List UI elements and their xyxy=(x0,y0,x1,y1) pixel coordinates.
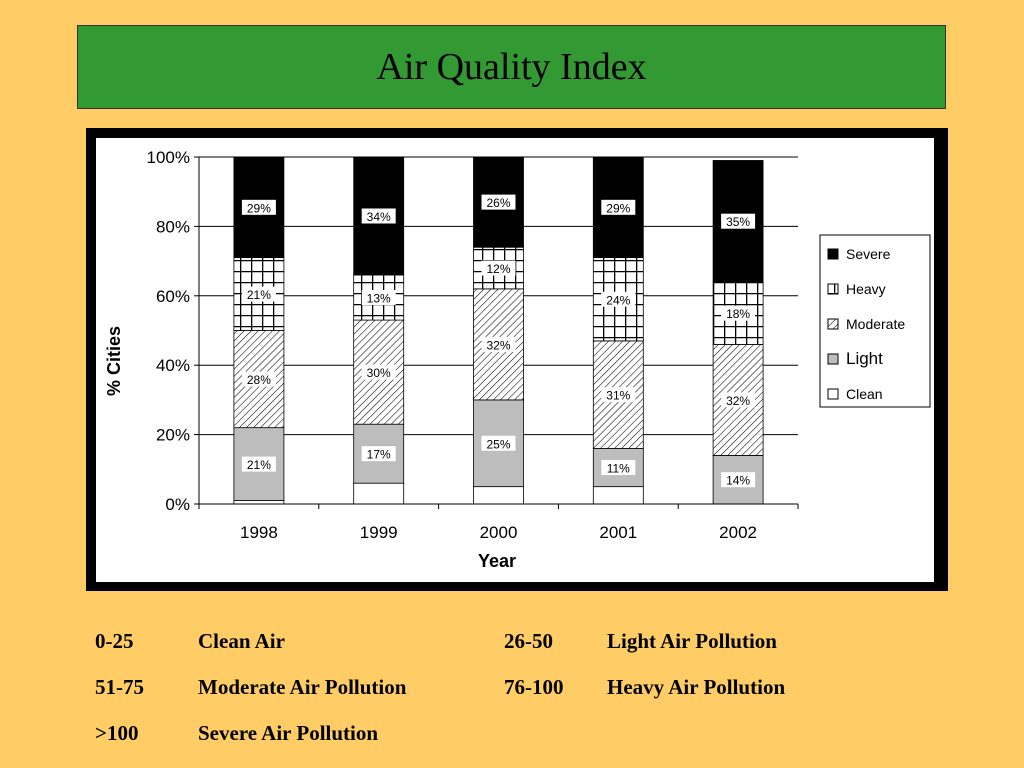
aqi-description: Clean Air xyxy=(198,628,285,653)
data-label-box xyxy=(721,213,756,229)
aqi-description: Severe Air Pollution xyxy=(198,720,379,745)
data-label: 13% xyxy=(367,292,391,306)
legend-label: Heavy xyxy=(846,281,886,297)
y-tick-label: 100% xyxy=(147,148,190,167)
chart-frame: 21% 28% 21% 29% 17% 30% 13% 34% 25% 32% 12% 26% 11% 3… xyxy=(86,128,948,591)
data-label: 24% xyxy=(606,293,630,307)
data-label-box xyxy=(721,305,756,321)
x-tick-label: 2000 xyxy=(480,523,518,542)
y-tick-label: 60% xyxy=(156,287,190,306)
x-tick-label: 1999 xyxy=(360,523,398,542)
y-tick-label: 40% xyxy=(156,356,190,375)
data-label-box xyxy=(481,336,516,352)
data-label: 25% xyxy=(486,437,510,451)
data-label-box xyxy=(361,446,396,462)
aqi-description: Heavy Air Pollution xyxy=(607,674,786,699)
legend-label: Light xyxy=(846,349,883,368)
x-tick-label: 1998 xyxy=(240,523,278,542)
bar-segment-clean xyxy=(473,486,524,505)
legend-swatch-moderate xyxy=(827,318,839,330)
data-label-box xyxy=(601,291,636,307)
aqi-reference-table: 0-25 Clean Air 26-50 Light Air Pollution… xyxy=(95,618,855,756)
data-label-box xyxy=(241,286,276,302)
data-label-box xyxy=(241,456,276,472)
data-label: 30% xyxy=(367,366,391,380)
data-label: 35% xyxy=(726,215,750,229)
data-label-box xyxy=(361,364,396,380)
legend-swatch-clean xyxy=(827,388,839,400)
data-label-box xyxy=(241,199,276,215)
slide-title: Air Quality Index xyxy=(376,46,647,88)
bar-segment-clean xyxy=(592,486,644,505)
data-label: 14% xyxy=(726,474,750,488)
data-label: 21% xyxy=(247,458,271,472)
data-label-box xyxy=(361,290,396,306)
data-label-box xyxy=(721,392,756,408)
data-label: 21% xyxy=(247,288,271,302)
legend-swatch-severe xyxy=(827,248,839,260)
data-label-box xyxy=(361,208,396,224)
data-label: 17% xyxy=(367,448,391,462)
stacked-bar-chart: 21% 28% 21% 29% 17% 30% 13% 34% 25% 32% 12% 26% 11% 3… xyxy=(96,138,934,582)
data-label-box xyxy=(721,472,756,488)
data-label: 29% xyxy=(606,201,630,215)
data-label: 12% xyxy=(486,262,510,276)
aqi-description: Light Air Pollution xyxy=(607,628,777,653)
y-tick-label: 80% xyxy=(156,217,190,236)
data-label-box xyxy=(481,194,516,210)
x-tick-label: 2002 xyxy=(719,523,757,542)
bar-segment-clean xyxy=(233,500,285,505)
aqi-range: >100 xyxy=(95,720,139,745)
data-label: 34% xyxy=(367,210,391,224)
title-bar: Air Quality Index xyxy=(77,25,946,109)
legend-label: Severe xyxy=(846,246,891,262)
legend-label: Moderate xyxy=(846,316,905,332)
data-label-box xyxy=(481,260,516,276)
aqi-range: 51-75 xyxy=(95,674,144,699)
data-label: 28% xyxy=(247,373,271,387)
aqi-description xyxy=(607,710,855,756)
data-label: 29% xyxy=(247,201,271,215)
data-label: 18% xyxy=(726,307,750,321)
data-label: 32% xyxy=(486,338,510,352)
data-label: 26% xyxy=(486,196,510,210)
aqi-row: 0-25 Clean Air 26-50 Light Air Pollution xyxy=(95,618,855,664)
data-label: 11% xyxy=(607,462,630,476)
data-label-box xyxy=(241,371,276,387)
data-label-box xyxy=(481,435,516,451)
y-tick-label: 0% xyxy=(165,495,190,514)
bar-segment-clean xyxy=(353,482,405,505)
aqi-range xyxy=(504,710,607,756)
data-label: 31% xyxy=(606,389,630,403)
data-label: 32% xyxy=(726,394,750,408)
data-label-box xyxy=(601,460,636,476)
data-label-box xyxy=(601,199,636,215)
y-axis-label: % Cities xyxy=(104,326,124,396)
aqi-range: 0-25 xyxy=(95,628,134,653)
legend-swatch-heavy xyxy=(827,283,839,295)
legend-label: Clean xyxy=(846,386,883,402)
legend-swatch-light xyxy=(827,353,839,365)
x-tick-label: 2001 xyxy=(599,523,637,542)
data-label-box xyxy=(601,387,636,403)
aqi-row: 51-75 Moderate Air Pollution 76-100 Heav… xyxy=(95,664,855,710)
aqi-range: 76-100 xyxy=(504,674,564,699)
aqi-range: 26-50 xyxy=(504,628,553,653)
aqi-description: Moderate Air Pollution xyxy=(198,674,407,699)
x-axis-label: Year xyxy=(478,551,516,571)
y-tick-label: 20% xyxy=(156,426,190,445)
aqi-row: >100 Severe Air Pollution xyxy=(95,710,855,756)
